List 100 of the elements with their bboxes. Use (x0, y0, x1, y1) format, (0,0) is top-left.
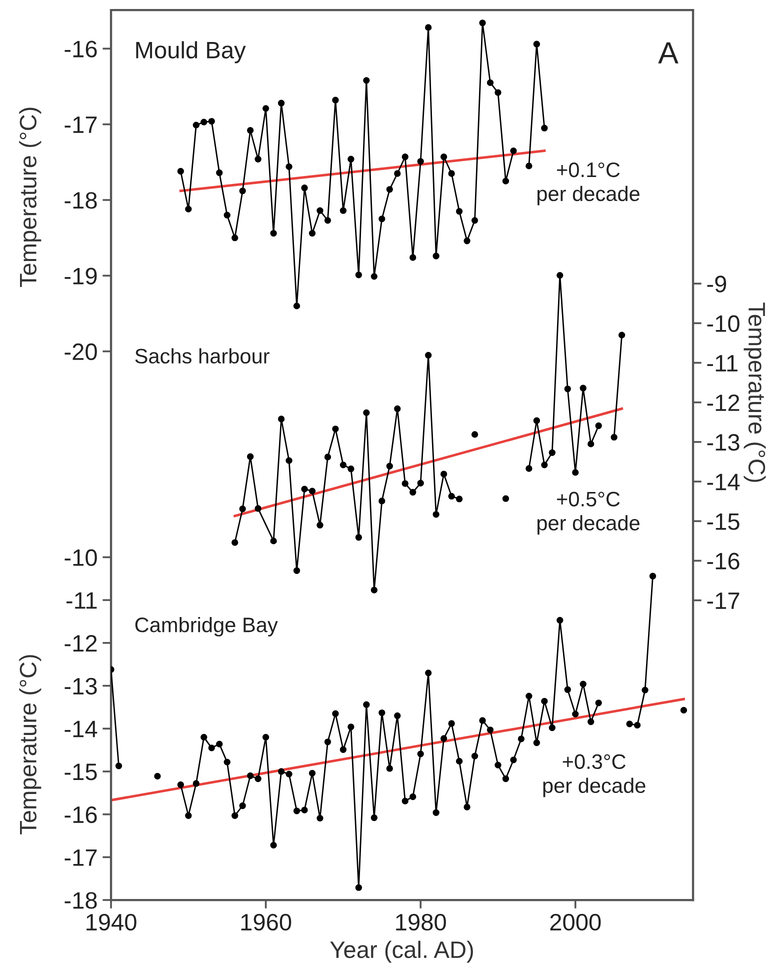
point (348, 156, 354, 162)
point (363, 409, 370, 416)
y-tick-label: -16 (64, 40, 97, 58)
point (440, 154, 448, 160)
point (618, 332, 626, 338)
point (471, 217, 478, 224)
point (402, 480, 408, 487)
point (533, 40, 540, 48)
point (348, 466, 354, 472)
y2-tick-label: -9 (707, 276, 726, 292)
point (355, 272, 362, 278)
point (293, 302, 300, 310)
point (502, 178, 510, 184)
point (332, 96, 339, 104)
point (548, 449, 556, 456)
point (556, 272, 564, 279)
point (572, 469, 579, 476)
point (224, 212, 230, 218)
y2-tick-label: -15 (707, 513, 740, 530)
point (340, 462, 347, 468)
point (432, 252, 440, 260)
point (610, 434, 618, 441)
point (246, 453, 254, 460)
point (308, 488, 316, 494)
annotation: Mould Bay (136, 41, 246, 64)
point (378, 216, 386, 222)
point (526, 465, 532, 472)
point (363, 77, 370, 84)
point (239, 506, 246, 512)
point (410, 254, 416, 261)
x-axis-title: Year (cal. AD) (330, 940, 473, 963)
point (425, 352, 432, 359)
y-tick-label: -11 (66, 592, 97, 609)
y-tick-label: -19 (64, 268, 97, 284)
point (386, 462, 393, 470)
point (278, 100, 285, 106)
point (185, 206, 192, 212)
point (394, 170, 401, 177)
point (588, 440, 594, 448)
point (355, 534, 362, 541)
point (301, 486, 308, 492)
y-tick-label: -17 (64, 116, 97, 133)
point (293, 567, 300, 574)
point (370, 273, 378, 280)
point (208, 118, 215, 125)
point (541, 124, 548, 132)
y-tick-label: -16 (64, 806, 97, 824)
point (425, 24, 432, 31)
point (270, 538, 277, 544)
point (262, 105, 270, 112)
point (200, 118, 208, 126)
point (456, 208, 463, 215)
point (370, 586, 378, 594)
point (316, 207, 324, 214)
point (410, 488, 416, 496)
point (533, 417, 540, 424)
point (301, 184, 308, 192)
y-tick-label: -10 (64, 549, 97, 566)
annotation: Sachs harbour (135, 348, 270, 364)
y-tick-label: -13 (64, 678, 97, 695)
y-axis-title: Temperature (°C) (19, 108, 42, 288)
y-tick-label: -20 (64, 343, 97, 360)
x-tick-label: 1960 (241, 914, 292, 931)
point (541, 462, 548, 468)
point (486, 79, 494, 86)
point (595, 422, 602, 430)
point (394, 405, 401, 412)
point (216, 169, 223, 176)
y2-tick-label: -14 (707, 474, 740, 490)
point (286, 163, 292, 170)
y-tick-label: -12 (64, 634, 97, 652)
point (232, 539, 238, 546)
x-tick-label: 1940 (86, 914, 136, 931)
y2-axis-title: Temperature (°C) (744, 302, 766, 482)
point (448, 492, 455, 500)
y-tick-label: -14 (64, 720, 98, 738)
annotation: A (658, 42, 678, 64)
point (417, 480, 424, 486)
point (526, 162, 532, 170)
point (254, 505, 262, 512)
annotation: +0.5°C per decade (537, 492, 640, 535)
point (479, 20, 486, 26)
y2-tick-label: -10 (707, 315, 740, 332)
annotation: +0.1°C per decade (537, 162, 640, 206)
point (254, 156, 262, 162)
point (464, 238, 470, 244)
y2-tick-label: -12 (707, 394, 740, 411)
point (456, 496, 463, 502)
point (580, 384, 586, 392)
point (316, 522, 324, 528)
point (308, 230, 316, 237)
y-tick-label: -18 (64, 192, 97, 209)
y2-tick-label: -11 (707, 355, 738, 372)
y-tick-label: -17 (64, 849, 97, 866)
point (417, 158, 424, 165)
y-tick-label: -15 (64, 764, 97, 780)
point (324, 217, 332, 224)
point (324, 454, 332, 460)
point (402, 154, 408, 160)
point (440, 470, 448, 478)
